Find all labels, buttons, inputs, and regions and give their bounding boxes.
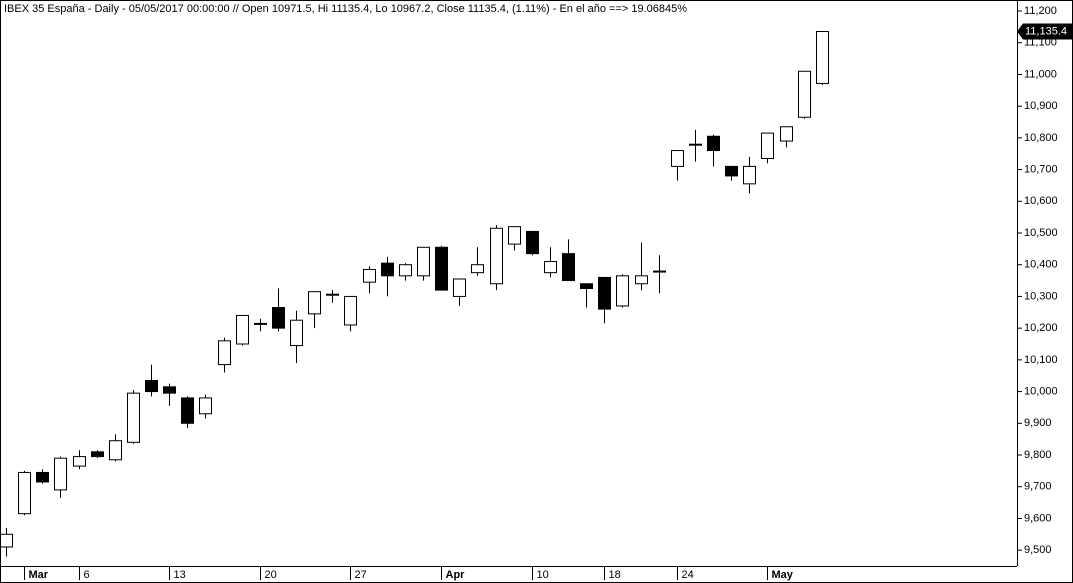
x-tick-label: 20 — [265, 569, 277, 581]
price-tag-label: 11,135.4 — [1025, 25, 1067, 37]
candle-body — [127, 392, 140, 443]
chart-title: IBEX 35 España - Daily - 05/05/2017 00:0… — [4, 3, 687, 15]
x-tick-label: 10 — [537, 569, 549, 581]
candle-body — [725, 165, 738, 177]
candle-body — [344, 295, 357, 326]
y-tick-label: 10,700 — [1024, 163, 1058, 175]
candle-body — [798, 70, 811, 118]
candle-body — [381, 262, 394, 277]
candle-body — [508, 226, 521, 245]
candle-body — [544, 261, 557, 274]
candle-body — [163, 386, 176, 394]
candle-body — [417, 246, 430, 277]
candle-body — [598, 276, 611, 310]
candle-body — [91, 451, 104, 458]
y-tick-label: 11,100 — [1024, 37, 1057, 49]
y-tick-label: 9,700 — [1024, 481, 1052, 493]
candle-body — [471, 264, 484, 274]
y-tick-label: 10,500 — [1024, 227, 1058, 239]
x-tick-label: 6 — [84, 569, 90, 581]
y-tick-label: 10,900 — [1024, 100, 1058, 112]
y-tick-label: 11,200 — [1024, 5, 1057, 17]
y-tick-label: 9,900 — [1024, 417, 1052, 429]
candle-body — [653, 270, 666, 273]
x-tick-label: 18 — [609, 569, 621, 581]
candle-body — [526, 230, 539, 255]
candle-body — [707, 135, 720, 152]
candle-body — [54, 457, 67, 491]
candle-body — [453, 278, 466, 297]
candle-body — [635, 275, 648, 285]
candle-body — [816, 30, 829, 84]
candle-body — [435, 246, 448, 291]
candle-body — [743, 165, 756, 185]
candle-body — [145, 379, 158, 393]
candle-body — [181, 397, 194, 424]
y-tick-label: 10,100 — [1024, 354, 1058, 366]
y-tick-label: 10,300 — [1024, 290, 1058, 302]
y-tick-label: 10,000 — [1024, 385, 1058, 397]
candle-body — [36, 471, 49, 483]
candle-body — [689, 143, 702, 146]
x-tick-label: Apr — [446, 569, 466, 581]
candle-body — [780, 126, 793, 142]
candle-body — [0, 533, 13, 548]
y-tick-label: 10,200 — [1024, 322, 1058, 334]
candle-body — [254, 322, 267, 325]
candle-body — [399, 264, 412, 277]
y-tick-label: 10,400 — [1024, 259, 1058, 271]
candle-body — [18, 471, 31, 515]
candle-body — [671, 150, 684, 167]
candle-body — [73, 456, 86, 467]
candle-body — [109, 440, 122, 461]
candle-body — [761, 132, 774, 159]
candle-body — [308, 291, 321, 315]
price-tag — [1017, 23, 1073, 40]
candle-body — [490, 227, 503, 285]
candle-body — [562, 253, 575, 282]
x-tick-label: 13 — [174, 569, 186, 581]
y-tick-label: 9,500 — [1024, 544, 1052, 556]
y-tick-label: 11,000 — [1024, 68, 1057, 80]
candle-body — [290, 319, 303, 347]
x-tick-label: Mar — [29, 569, 49, 581]
y-tick-label: 10,800 — [1024, 132, 1058, 144]
candle-body — [272, 307, 285, 329]
candle-body — [236, 314, 249, 345]
candle-body — [326, 293, 339, 296]
x-tick-label: May — [772, 569, 794, 581]
y-tick-label: 9,600 — [1024, 512, 1052, 524]
candle-body — [218, 340, 231, 366]
y-tick-label: 10,600 — [1024, 195, 1058, 207]
candle-body — [580, 283, 593, 290]
candle-body — [199, 397, 212, 415]
y-tick-label: 9,800 — [1024, 449, 1052, 461]
x-tick-label: 24 — [682, 569, 694, 581]
candle-body — [363, 268, 376, 283]
x-tick-label: 27 — [355, 569, 367, 581]
candle-body — [616, 275, 629, 307]
